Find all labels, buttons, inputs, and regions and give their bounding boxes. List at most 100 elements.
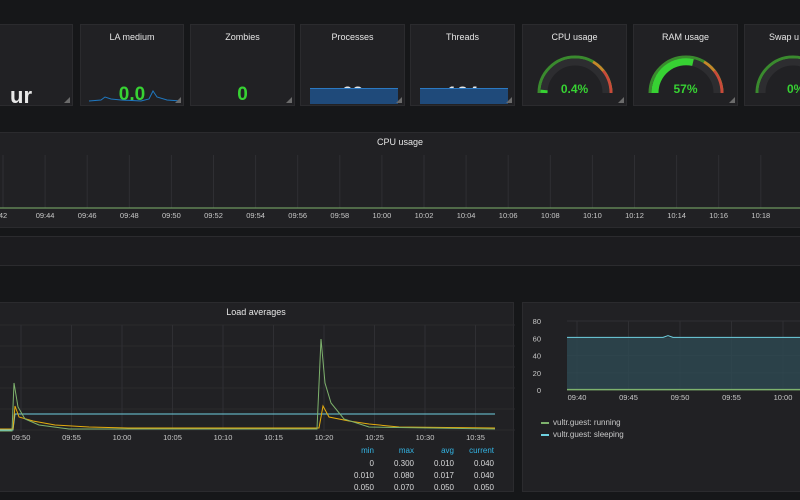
cpu-usage-panel[interactable]: CPU usage 42 09:44 09:46 09:48 09:50 09:52 09:… [0, 132, 800, 228]
stat-title: Zombies [225, 32, 260, 42]
x-tick-label: 10:05 [163, 433, 182, 442]
legend-cell: 0.010 [433, 459, 454, 468]
legend-item-running[interactable]: vultr.guest: running [541, 418, 621, 427]
legend-swatch [541, 433, 549, 436]
gauge-value: 0.4% [560, 82, 589, 96]
x-tick-label: 09:45 [619, 393, 638, 402]
x-tick-label: 10:12 [625, 211, 644, 220]
series-area-sleeping [567, 337, 800, 390]
legend-column-header[interactable]: avg [441, 446, 454, 455]
gauge-track [758, 58, 800, 94]
resize-handle[interactable] [506, 97, 512, 103]
stat-panel-zombies[interactable]: Zombies 0 [190, 24, 295, 106]
gauge-track [540, 58, 610, 94]
resize-handle[interactable] [729, 97, 735, 103]
x-tick-label: 10:08 [541, 211, 560, 220]
gauge-threshold-crit [712, 70, 724, 94]
processes-graph: 80 60 40 20 0 09:40 09:45 09:50 09:55 10:00 [533, 317, 800, 402]
gauge-title: RAM usage [661, 32, 710, 42]
sparkline-area [310, 88, 398, 104]
x-tick-label: 10:10 [583, 211, 602, 220]
stat-title: Threads [445, 32, 480, 42]
gauge-panel-ram[interactable]: RAM usage 57% [633, 24, 738, 106]
legend-cell: 0.300 [393, 459, 414, 468]
x-tick-label: 10:35 [466, 433, 485, 442]
legend-cell: 0.050 [353, 483, 374, 492]
gauge-value: 0% [787, 82, 800, 96]
gauge-panel-swap[interactable]: Swap u 0% [744, 24, 800, 106]
x-tick-label: 09:56 [288, 211, 307, 220]
stat-panel-processes[interactable]: Processes 62 [300, 24, 405, 106]
y-tick-label: 0 [537, 386, 541, 395]
legend-label: vultr.guest: running [553, 418, 621, 427]
x-tick-label: 09:50 [12, 433, 31, 442]
x-tick-label: 10:00 [373, 211, 392, 220]
legend-cell: 0.040 [473, 459, 494, 468]
x-tick-label: 42 [0, 211, 7, 220]
x-tick-label: 10:00 [113, 433, 132, 442]
x-tick-label: 09:52 [204, 211, 223, 220]
y-tick-label: 40 [533, 352, 541, 361]
x-tick-label: 09:46 [78, 211, 97, 220]
x-tick-label: 09:55 [62, 433, 81, 442]
x-tick-label: 10:20 [315, 433, 334, 442]
x-tick-label: 09:40 [568, 393, 587, 402]
stat-value: ur [10, 83, 32, 108]
legend-cell: 0 [369, 459, 374, 468]
stat-panel-la-medium[interactable]: LA medium 0.0 [80, 24, 184, 106]
x-tick-label: 10:06 [499, 211, 518, 220]
series-line-1m [0, 338, 496, 432]
legend-column-header[interactable]: current [469, 446, 494, 455]
load-averages-panel[interactable]: Load averages 09:50 09:55 10:00 10:05 10:10 1… [0, 302, 515, 492]
processes-panel[interactable]: 80 60 40 20 0 09:40 09:45 09:50 09:55 10:00 vultr… [522, 302, 800, 492]
x-tick-label: 10:04 [457, 211, 476, 220]
series-line-5m [0, 404, 496, 430]
x-tick-label: 10:10 [214, 433, 233, 442]
legend-cell: 0.050 [473, 483, 494, 492]
x-tick-label: 09:48 [120, 211, 139, 220]
x-tick-label: 10:02 [415, 211, 434, 220]
x-tick-label: 09:58 [330, 211, 349, 220]
stat-value: 0 [237, 84, 248, 105]
empty-row-panel [0, 236, 800, 266]
resize-handle[interactable] [618, 97, 624, 103]
legend-cell: 0.070 [393, 483, 414, 492]
stat-title: LA medium [109, 32, 155, 42]
legend-cell: 0.040 [473, 471, 494, 480]
stat-panel-threads[interactable]: Threads 124 [410, 24, 515, 106]
legend-column-header[interactable]: max [398, 446, 414, 455]
legend-column-header[interactable]: min [361, 446, 374, 455]
legend-item-sleeping[interactable]: vultr.guest: sleeping [541, 430, 624, 439]
gauge-threshold-arc [755, 55, 800, 94]
stat-title: Processes [331, 32, 374, 42]
gauge-panel-cpu[interactable]: CPU usage 0.4% [522, 24, 627, 106]
stat-value: 0.0 [118, 84, 146, 105]
resize-handle[interactable] [64, 97, 70, 103]
gauge-title: Swap u [769, 32, 800, 42]
x-tick-label: 10:25 [365, 433, 384, 442]
legend-cell: 0.080 [393, 471, 414, 480]
x-tick-label: 10:30 [416, 433, 435, 442]
sparkline-area [420, 88, 508, 104]
x-tick-label: 10:15 [264, 433, 283, 442]
load-averages-graph: 09:50 09:55 10:00 10:05 10:10 10:15 10:20 10:25… [0, 324, 515, 442]
gauge [648, 55, 724, 94]
resize-handle[interactable] [286, 97, 292, 103]
resize-handle[interactable] [396, 97, 402, 103]
resize-handle[interactable] [175, 97, 181, 103]
stat-panel-uptime[interactable]: ur [0, 24, 73, 108]
x-tick-label: 10:16 [709, 211, 728, 220]
x-tick-label: 09:44 [36, 211, 55, 220]
gauge [755, 55, 800, 94]
x-tick-label: 09:54 [246, 211, 265, 220]
gauge-threshold-crit [601, 70, 613, 94]
legend-cell: 0.010 [353, 471, 374, 480]
x-tick-label: 09:50 [162, 211, 181, 220]
legend-cell: 0.050 [433, 483, 454, 492]
series-line-sleeping [567, 335, 800, 338]
legend-cell: 0.017 [433, 471, 454, 480]
y-tick-label: 60 [533, 334, 541, 343]
gauge-title: CPU usage [551, 32, 598, 42]
x-tick-label: 10:00 [774, 393, 793, 402]
y-tick-label: 80 [533, 317, 541, 326]
